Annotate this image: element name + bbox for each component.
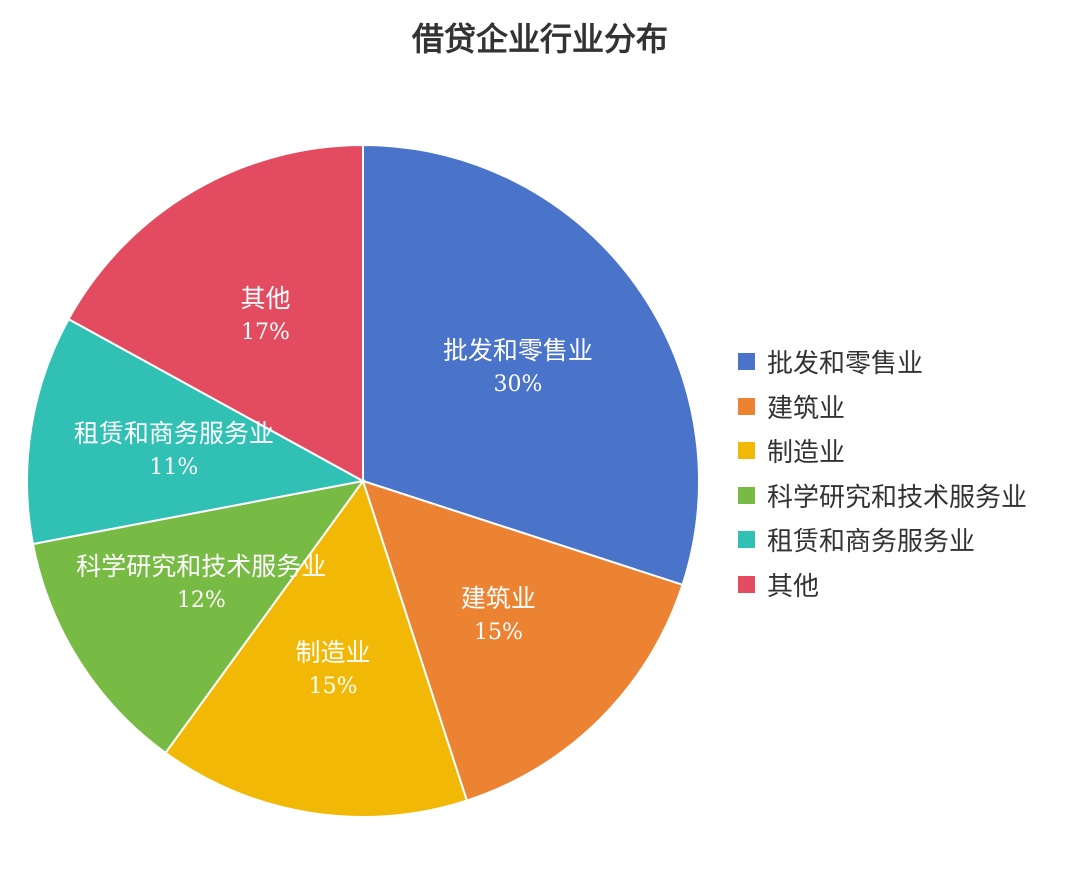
slice-value-label: 15% xyxy=(308,674,358,700)
pie-slice xyxy=(67,143,364,483)
legend-label: 科学研究和技术服务业 xyxy=(767,482,1028,513)
legend-swatch xyxy=(738,486,755,504)
slice-label: 租赁和商务服务业 11% xyxy=(49,417,299,485)
slice-label: 其他 17% xyxy=(141,282,391,350)
legend-swatch xyxy=(738,442,755,459)
legend-label: 其他 xyxy=(767,571,820,602)
chart-title: 借贷企业行业分布 xyxy=(411,20,668,58)
legend-swatch xyxy=(738,397,755,415)
legend-label: 制造业 xyxy=(767,438,846,468)
legend-label: 租赁和商务服务业 xyxy=(767,527,976,557)
legend-item: 建筑业 xyxy=(738,388,845,425)
slice-value-label: 15% xyxy=(473,620,523,646)
pie-slice xyxy=(362,143,700,587)
legend-item: 批发和零售业 xyxy=(738,343,923,380)
legend-swatch xyxy=(738,531,755,548)
legend-label: 批发和零售业 xyxy=(767,349,924,379)
slice-label: 建筑业 15% xyxy=(373,582,623,650)
slice-value-label: 11% xyxy=(149,455,199,481)
legend-item: 制造业 xyxy=(738,432,845,469)
slice-value-label: 30% xyxy=(493,372,543,398)
slice-label: 批发和零售业 30% xyxy=(393,334,643,402)
slice-value-label: 12% xyxy=(176,587,226,613)
slice-value-label: 17% xyxy=(241,320,290,346)
slice-label: 科学研究和技术服务业 12% xyxy=(76,550,326,618)
pie-slice xyxy=(26,317,366,546)
legend-swatch xyxy=(738,575,755,593)
legend-item: 租赁和商务服务业 xyxy=(738,521,975,558)
pie-slice xyxy=(31,479,366,755)
pie-slice xyxy=(361,479,684,802)
legend-label: 建筑业 xyxy=(767,393,846,424)
pie-slice xyxy=(164,478,469,818)
legend-swatch xyxy=(738,353,755,370)
legend-item: 科学研究和技术服务业 xyxy=(738,477,1027,514)
slice-label: 制造业 15% xyxy=(208,636,458,704)
legend-item: 其他 xyxy=(738,566,819,603)
